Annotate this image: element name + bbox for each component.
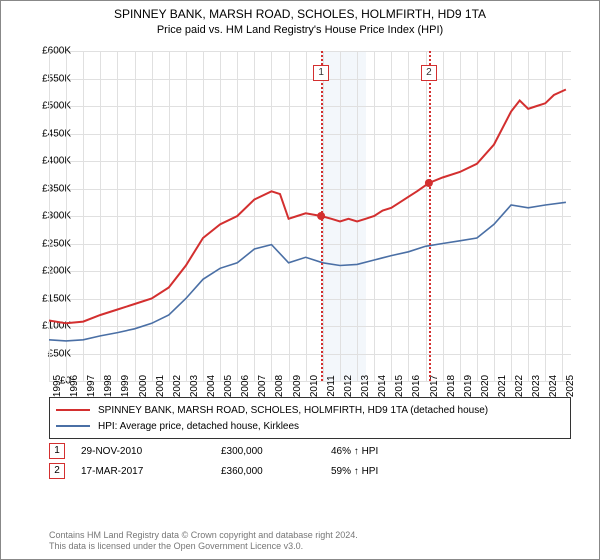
series-line-property [49,90,566,324]
legend-row-property: SPINNEY BANK, MARSH ROAD, SCHOLES, HOLMF… [56,402,564,418]
series-line-hpi [49,202,566,341]
sale-date: 29-NOV-2010 [81,446,221,457]
sales-table: 1 29-NOV-2010 £300,000 46% ↑ HPI 2 17-MA… [49,441,431,481]
footer-line: This data is licensed under the Open Gov… [49,541,358,553]
legend-row-hpi: HPI: Average price, detached house, Kirk… [56,418,564,434]
sale-badge: 1 [313,65,329,81]
sale-price: £300,000 [221,446,331,457]
legend-swatch [56,425,90,427]
chart-container: { "title": "SPINNEY BANK, MARSH ROAD, SC… [0,0,600,560]
sale-vline [429,51,431,381]
chart-title: SPINNEY BANK, MARSH ROAD, SCHOLES, HOLMF… [1,7,599,21]
footer: Contains HM Land Registry data © Crown c… [49,530,358,553]
table-row: 1 29-NOV-2010 £300,000 46% ↑ HPI [49,441,431,461]
sale-delta: 46% ↑ HPI [331,446,431,457]
sale-vline [321,51,323,381]
chart-subtitle: Price paid vs. HM Land Registry's House … [1,24,599,36]
sale-badge: 1 [49,443,65,459]
legend: SPINNEY BANK, MARSH ROAD, SCHOLES, HOLMF… [49,397,571,439]
sale-date: 17-MAR-2017 [81,466,221,477]
sale-price: £360,000 [221,466,331,477]
chart-svg [49,51,571,381]
legend-swatch [56,409,90,411]
sale-badge: 2 [421,65,437,81]
table-row: 2 17-MAR-2017 £360,000 59% ↑ HPI [49,461,431,481]
footer-line: Contains HM Land Registry data © Crown c… [49,530,358,542]
legend-label: SPINNEY BANK, MARSH ROAD, SCHOLES, HOLMF… [98,405,488,416]
sale-delta: 59% ↑ HPI [331,466,431,477]
sale-badge: 2 [49,463,65,479]
legend-label: HPI: Average price, detached house, Kirk… [98,421,299,432]
